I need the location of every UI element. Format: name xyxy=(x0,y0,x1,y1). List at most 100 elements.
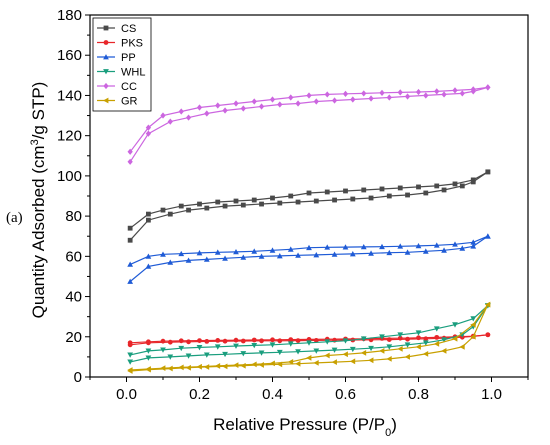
series-gr-point xyxy=(240,362,246,369)
series-pp xyxy=(127,233,491,284)
series-cs-desorption-line xyxy=(129,171,489,229)
series-gr-point xyxy=(269,360,275,367)
series-whl-point xyxy=(214,344,221,350)
series-pp-point xyxy=(269,247,276,253)
series-cs-point xyxy=(485,169,491,175)
y-tick-label: 80 xyxy=(65,208,82,225)
series-cc-point xyxy=(167,118,173,125)
series-cc-point xyxy=(127,158,133,165)
series-gr-point xyxy=(459,343,465,350)
series-cs-point xyxy=(160,207,166,213)
series-pp-point xyxy=(167,259,174,265)
y-tick-label: 60 xyxy=(65,248,82,265)
series-gr-point xyxy=(441,347,447,354)
series-cc-point xyxy=(185,114,192,121)
series-pp-point xyxy=(203,256,210,262)
series-pks-point xyxy=(127,340,133,346)
series-cc-point xyxy=(258,103,265,110)
series-whl-point xyxy=(295,349,301,355)
series-gr-point xyxy=(397,345,403,352)
legend-label: CS xyxy=(121,23,136,35)
series-cc-point xyxy=(368,95,374,102)
series-whl-desorption-line xyxy=(130,305,489,356)
series-cc-point xyxy=(452,87,458,94)
series-cs-point xyxy=(313,198,319,204)
series-cs-point xyxy=(146,217,151,223)
series-pp-point xyxy=(233,249,239,255)
series-whl-point xyxy=(145,355,152,361)
series-whl-point xyxy=(470,316,477,322)
series-cc-point xyxy=(324,91,330,98)
series-pks-point xyxy=(204,339,210,344)
series-whl-point xyxy=(160,347,166,353)
series-cc-point xyxy=(160,112,166,119)
series-gr-point xyxy=(484,301,491,308)
series-gr-point xyxy=(222,363,228,370)
series-cc-point xyxy=(441,91,447,98)
series-cs-point xyxy=(127,237,133,243)
x-axis-title: Relative Pressure (P/P0) xyxy=(213,415,397,439)
series-gr xyxy=(127,301,491,374)
series-pp-point xyxy=(287,246,294,252)
series-cs-point xyxy=(288,193,294,199)
series-pp-point xyxy=(386,249,393,256)
legend-swatch-marker xyxy=(103,97,109,104)
legend-label: CC xyxy=(121,81,137,93)
series-whl-point xyxy=(306,340,312,346)
series-pks-point xyxy=(178,338,184,344)
series-whl-point xyxy=(422,340,429,346)
series-pp-point xyxy=(185,257,192,263)
legend: CS PKS PP WHL CC GR xyxy=(92,17,152,112)
series-gr-point xyxy=(233,362,239,369)
series-gr-point xyxy=(251,361,257,368)
series-gr-point xyxy=(349,358,356,365)
y-tick-label: 120 xyxy=(57,128,82,145)
series-pp-point xyxy=(404,249,411,255)
series-whl-point xyxy=(203,352,210,358)
series-cc-point xyxy=(470,86,476,93)
series-whl-point xyxy=(360,336,367,342)
panel-label: (a) xyxy=(6,210,23,226)
series-cc-point xyxy=(415,88,422,96)
series-cc-point xyxy=(379,89,385,96)
series-layer xyxy=(127,84,491,374)
series-pks-point xyxy=(270,337,275,343)
y-tick-label: 180 xyxy=(57,7,82,24)
series-cs-point xyxy=(324,189,330,195)
series-cc-point xyxy=(145,130,152,137)
series-gr-point xyxy=(196,363,202,370)
series-pp-point xyxy=(368,250,374,256)
series-gr-point xyxy=(470,333,476,340)
series-pks-point xyxy=(397,335,403,341)
series-cc-point xyxy=(485,84,491,91)
series-gr-point xyxy=(178,364,184,371)
series-whl-point xyxy=(379,334,385,340)
series-cs-point xyxy=(178,203,184,209)
series-cc-point xyxy=(397,89,403,96)
series-gr-point xyxy=(160,365,166,372)
series-pks-point xyxy=(146,339,151,345)
series-cc-point xyxy=(361,90,367,97)
series-gr-point xyxy=(404,354,410,360)
legend-label: WHL xyxy=(121,67,145,79)
series-cc-point xyxy=(288,94,294,101)
series-gr-point xyxy=(379,347,385,354)
series-gr-point xyxy=(185,364,191,371)
series-cc-point xyxy=(233,100,239,107)
series-cs-point xyxy=(379,186,385,192)
series-whl-point xyxy=(240,351,247,357)
series-cs-point xyxy=(259,201,264,207)
x-tick-label: 0.6 xyxy=(335,386,356,403)
y-tick-label: 20 xyxy=(65,329,82,346)
series-cs-point xyxy=(332,197,337,203)
series-cc-point xyxy=(350,96,356,103)
series-cs-point xyxy=(459,183,465,189)
series-whl-point xyxy=(415,330,422,336)
series-pp-point xyxy=(349,251,356,257)
series-cc-point xyxy=(196,104,203,111)
series-cs-point xyxy=(423,190,429,196)
series-gr-point xyxy=(470,321,476,328)
series-whl-point xyxy=(397,332,404,338)
series-pp-point xyxy=(127,261,134,267)
series-pp-point xyxy=(342,244,349,250)
